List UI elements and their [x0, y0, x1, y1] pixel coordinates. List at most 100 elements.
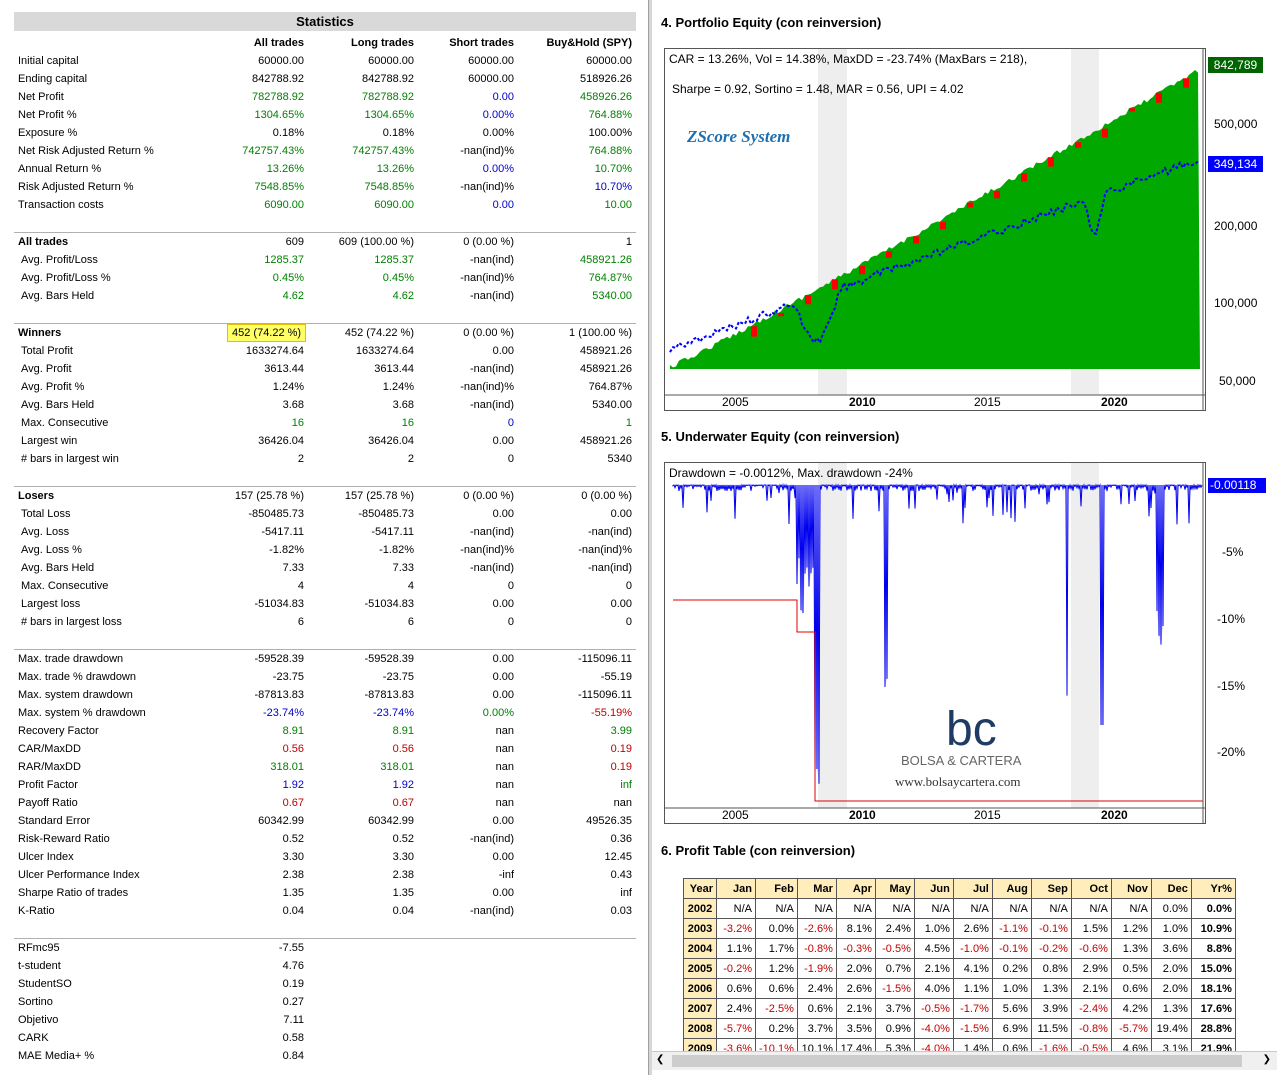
- statistic-value-text: 0.00: [492, 508, 514, 520]
- statistic-value: nan: [418, 740, 518, 758]
- statistic-value-text: 4: [407, 580, 414, 592]
- profit-table: Year Jan Feb Mar Apr May Jun Jul Aug Sep Oct Nov Dec…: [683, 878, 1236, 1059]
- statistics-row: Max. trade drawdown -59528.39 -59528.39 0.0…: [14, 649, 636, 668]
- statistics-row: K-Ratio 0.04 0.04 -nan(ind) 0.03: [14, 902, 636, 920]
- statistic-value-text: -59528.39: [364, 653, 414, 665]
- statistics-row: Ending capital 842788.92 842788.92 60000.00…: [14, 70, 636, 88]
- statistic-value-text: 10.00: [604, 199, 632, 211]
- profit-cell: 1.0%: [913, 918, 954, 939]
- statistic-value: -23.74%: [308, 704, 418, 722]
- profit-year: 2005: [683, 958, 717, 979]
- logo-name: BOLSA & CARTERA: [901, 753, 1022, 768]
- statistic-value: 0 (0.00 %): [518, 486, 636, 505]
- statistics-row: Annual Return % 13.26% 13.26% 0.00% 10.70%: [14, 160, 636, 178]
- statistic-value-text: -nan(ind)%: [460, 544, 514, 556]
- statistic-value: 36426.04: [308, 432, 418, 450]
- statistic-value: 1 (100.00 %): [518, 323, 636, 342]
- scroll-left-arrow-icon[interactable]: ❮: [656, 1054, 665, 1065]
- statistic-value-text: 100.00%: [588, 127, 632, 139]
- statistic-value: 13.26%: [224, 160, 308, 178]
- statistic-value-text: 60342.99: [258, 815, 304, 827]
- statistic-value: 0.36: [518, 830, 636, 848]
- horizontal-scrollbar[interactable]: ❮ ❯: [652, 1051, 1277, 1070]
- statistic-value: 3613.44: [308, 360, 418, 378]
- statistic-value-text: nan: [495, 779, 514, 791]
- statistics-row: Max. Consecutive 16 16 0 1: [14, 414, 636, 432]
- profit-year: 2003: [683, 918, 717, 939]
- profit-cell: -1.5%: [952, 1018, 993, 1039]
- profit-cell: 0.6%: [755, 978, 798, 999]
- statistics-row: Initial capital 60000.00 60000.00 60000.00 6…: [14, 52, 636, 70]
- statistic-label: Max. Consecutive: [21, 417, 109, 429]
- statistic-value: [308, 993, 418, 1011]
- statistic-value: 1.35: [308, 884, 418, 902]
- profit-column-header: Feb: [755, 878, 798, 899]
- profit-year-total: 0.0%: [1190, 898, 1236, 919]
- statistic-value-text: -1.82%: [269, 544, 304, 556]
- statistic-value: 782788.92: [224, 88, 308, 106]
- statistics-row: Standard Error 60342.99 60342.99 0.00 49526.…: [14, 812, 636, 830]
- statistics-row: Max. system % drawdown -23.74% -23.74% 0.00…: [14, 704, 636, 722]
- column-header: Buy&Hold (SPY): [546, 37, 632, 49]
- statistic-value-text: 0.00: [492, 91, 514, 103]
- statistic-value: 1.24%: [224, 378, 308, 396]
- statistic-value: 6090.00: [308, 196, 418, 214]
- statistics-row: Net Profit 782788.92 782788.92 0.00 458926.2…: [14, 88, 636, 106]
- profit-cell: N/A: [755, 898, 798, 919]
- statistic-label: Largest loss: [21, 598, 81, 610]
- profit-cell: 2.6%: [835, 978, 876, 999]
- statistic-value: -nan(ind): [418, 830, 518, 848]
- statistic-value-text: 3.68: [282, 399, 304, 411]
- statistic-label: Largest win: [21, 435, 78, 447]
- profit-row: 2004 1.1% 1.7% -0.8% -0.3% -0.5% 4.5% -1.0% -0.1…: [683, 938, 1236, 959]
- y-tick: -20%: [1217, 745, 1246, 759]
- statistic-value-text: 36426.04: [368, 435, 414, 447]
- statistic-value-text: 1.24%: [272, 381, 304, 393]
- statistic-value-text: -nan(ind)%: [460, 381, 514, 393]
- statistic-value: 7.33: [224, 559, 308, 577]
- statistic-value: -inf: [418, 866, 518, 884]
- statistic-value-text: 0.00%: [482, 163, 514, 175]
- statistic-value: 4.76: [224, 957, 308, 975]
- statistic-value-text: 0.00%: [482, 127, 514, 139]
- statistic-value-text: -nan(ind)%: [460, 272, 514, 284]
- statistic-value-text: -5417.11: [371, 526, 414, 538]
- statistic-value: 0.00: [418, 649, 518, 668]
- scroll-right-arrow-icon[interactable]: ❯: [1262, 1054, 1271, 1065]
- statistic-value-text: 4.62: [392, 290, 414, 302]
- statistic-value: 0.52: [308, 830, 418, 848]
- statistic-value: 2: [224, 450, 308, 468]
- statistic-value: 0.00: [418, 884, 518, 902]
- statistics-row: Total Profit 1633274.64 1633274.64 0.00 4589…: [14, 342, 636, 360]
- statistic-value: inf: [518, 776, 636, 794]
- statistic-value-text: -23.74%: [263, 707, 304, 719]
- statistic-value: 7548.85%: [308, 178, 418, 196]
- profit-cell: -2.5%: [755, 998, 798, 1019]
- statistics-row: Sharpe Ratio of trades 1.35 1.35 0.00 inf: [14, 884, 636, 902]
- scrollbar-thumb[interactable]: [672, 1055, 1242, 1067]
- statistic-value-text: 16: [401, 417, 414, 429]
- statistic-value: 16: [308, 414, 418, 432]
- statistic-value: [418, 1047, 518, 1065]
- statistic-label: Max. system drawdown: [18, 689, 133, 701]
- profit-cell: 2.1%: [1070, 978, 1112, 999]
- statistic-value-text: 0.45%: [382, 272, 414, 284]
- statistics-table: All trades Long trades Short trades Buy&…: [14, 34, 636, 1065]
- statistic-value: -nan(ind): [418, 287, 518, 305]
- statistic-value: nan: [418, 722, 518, 740]
- statistic-value: -nan(ind): [418, 360, 518, 378]
- statistic-value: 0.56: [308, 740, 418, 758]
- statistic-value-text: 0.00: [492, 887, 514, 899]
- statistic-value: 12.45: [518, 848, 636, 866]
- statistic-value-text: 318.01: [380, 761, 414, 773]
- statistic-value: 0: [518, 613, 636, 631]
- statistic-value-text: 458921.26: [580, 254, 632, 266]
- statistics-row: CARK 0.58: [14, 1029, 636, 1047]
- statistics-row: RAR/MaxDD 318.01 318.01 nan 0.19: [14, 758, 636, 776]
- statistic-value: 1304.65%: [308, 106, 418, 124]
- statistic-value: 1.92: [224, 776, 308, 794]
- statistic-value: 60342.99: [224, 812, 308, 830]
- statistic-label: All trades: [14, 232, 224, 251]
- statistic-value-text: 0.00: [492, 689, 514, 701]
- statistic-value: 1285.37: [224, 251, 308, 269]
